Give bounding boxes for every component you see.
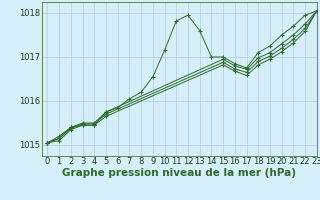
X-axis label: Graphe pression niveau de la mer (hPa): Graphe pression niveau de la mer (hPa) [62,168,296,178]
